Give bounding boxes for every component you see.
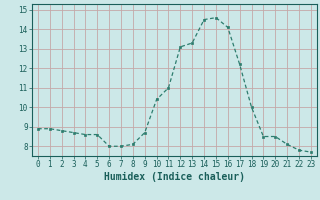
X-axis label: Humidex (Indice chaleur): Humidex (Indice chaleur) — [104, 172, 245, 182]
